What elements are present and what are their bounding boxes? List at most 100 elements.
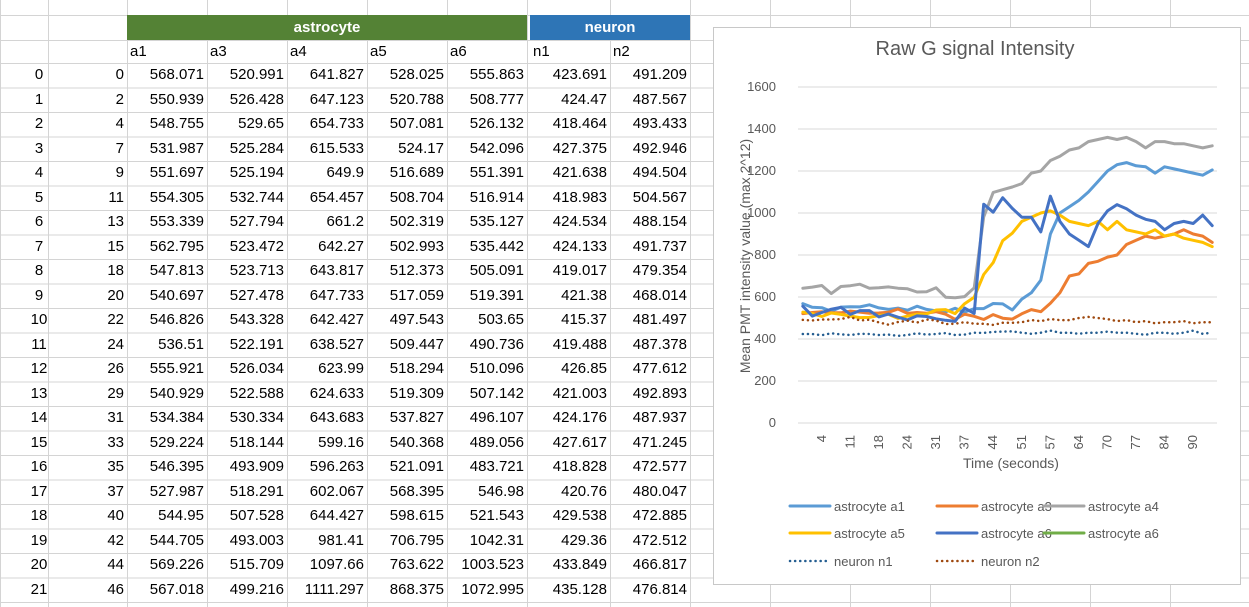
- value-cell: 418.983: [552, 188, 607, 206]
- time-cell: 24: [107, 335, 124, 353]
- value-cell: 429.36: [561, 531, 607, 549]
- value-cell: 624.633: [309, 384, 364, 402]
- value-cell: 515.709: [229, 556, 284, 573]
- y-tick-label: 200: [754, 373, 776, 388]
- value-cell: 602.067: [309, 482, 364, 500]
- value-cell: 472.577: [632, 458, 687, 475]
- time-cell: 13: [107, 213, 124, 230]
- legend-label: neuron n2: [981, 554, 1040, 569]
- value-cell: 488.154: [632, 213, 687, 230]
- row-index: 1: [34, 90, 44, 108]
- value-cell: 643.817: [309, 262, 364, 279]
- value-cell: 426.85: [561, 360, 607, 377]
- value-cell: 521.091: [389, 458, 444, 475]
- value-cell: 471.245: [632, 433, 687, 451]
- value-cell: 525.194: [229, 164, 284, 181]
- row-index: 10: [30, 311, 48, 328]
- value-cell: 424.47: [561, 90, 607, 108]
- value-cell: 647.123: [309, 90, 364, 108]
- legend-label: astrocyte a5: [834, 526, 905, 541]
- time-cell: 37: [107, 482, 124, 500]
- value-cell: 487.937: [632, 409, 687, 426]
- value-cell: 510.096: [469, 360, 524, 377]
- time-cell: 15: [107, 237, 124, 255]
- value-cell: 492.946: [632, 139, 687, 157]
- value-cell: 472.512: [632, 531, 687, 549]
- value-cell: 868.375: [389, 580, 444, 598]
- value-cell: 548.755: [149, 115, 204, 132]
- x-axis-label: Time (seconds): [963, 455, 1059, 471]
- value-cell: 569.226: [149, 556, 204, 573]
- group-header: neuron: [530, 15, 690, 40]
- value-cell: 523.472: [229, 237, 284, 255]
- value-cell: 544.95: [158, 507, 204, 524]
- value-cell: 480.047: [632, 482, 687, 500]
- row-index: 19: [30, 531, 48, 549]
- value-cell: 544.705: [149, 531, 204, 549]
- legend-label: neuron n1: [834, 554, 893, 569]
- value-cell: 476.814: [632, 580, 687, 598]
- time-cell: 48: [48, 602, 127, 607]
- series-line: [801, 135, 1214, 300]
- value-cell: 499.216: [229, 580, 284, 598]
- value-cell: 508.704: [389, 188, 444, 206]
- x-tick-label: 51: [1014, 435, 1029, 449]
- chart-container[interactable]: Raw G signal Intensity Time (seconds) Me…: [713, 27, 1241, 585]
- time-cell: 35: [107, 458, 124, 475]
- value-cell: 424.133: [552, 237, 607, 255]
- value-cell: 415.37: [561, 311, 607, 328]
- time-cell: 4: [115, 115, 124, 132]
- value-cell: 542.096: [469, 139, 524, 157]
- value-cell: 492.893: [632, 384, 687, 402]
- value-cell: 507.142: [469, 384, 524, 402]
- value-cell: 507.528: [229, 507, 284, 524]
- row-index: 7: [34, 237, 44, 255]
- value-cell: 505.091: [469, 262, 524, 279]
- value-cell: 524.17: [398, 139, 444, 157]
- value-cell: 491.209: [632, 66, 687, 83]
- series-line: [801, 209, 1214, 320]
- row-index: 16: [30, 458, 48, 475]
- value-cell: 903.998: [367, 602, 447, 607]
- column-header: a3: [210, 43, 227, 60]
- value-cell: 531.987: [149, 139, 204, 157]
- value-cell: 487.378: [632, 335, 687, 353]
- value-cell: 493.909: [229, 458, 284, 475]
- value-cell: 419.488: [552, 335, 607, 353]
- row-index: 20: [30, 556, 48, 573]
- row-index: 17: [30, 482, 48, 500]
- row-index: 9: [34, 286, 44, 304]
- value-cell: 529.65: [238, 115, 284, 132]
- value-cell: 479.354: [632, 262, 687, 279]
- value-cell: 525.284: [229, 139, 284, 157]
- value-cell: 527.794: [229, 213, 284, 230]
- value-cell: 429.538: [552, 507, 607, 524]
- value-cell: 419.017: [552, 262, 607, 279]
- value-cell: 516.914: [469, 188, 524, 206]
- time-cell: 46: [107, 580, 124, 598]
- value-cell: 535.127: [469, 213, 524, 230]
- value-cell: 536.51: [158, 335, 204, 353]
- value-cell: 418.464: [552, 115, 607, 132]
- time-cell: 9: [115, 164, 124, 181]
- value-cell: 1042.31: [469, 531, 524, 549]
- row-index: 5: [34, 188, 44, 206]
- value-cell: 489.056: [469, 433, 524, 451]
- column-header: a4: [290, 43, 307, 60]
- value-cell: 763.622: [389, 556, 444, 573]
- value-cell: 568.395: [389, 482, 444, 500]
- y-axis-label: Mean PMT intensity value (max 2^12): [737, 139, 753, 373]
- time-cell: 40: [107, 507, 124, 524]
- value-cell: 546.98: [478, 482, 524, 500]
- value-cell: 477.612: [632, 360, 687, 377]
- value-cell: 647.733: [309, 286, 364, 304]
- value-cell: 436.125: [530, 602, 610, 607]
- row-index: 3: [34, 139, 44, 157]
- value-cell: 1097.66: [309, 556, 364, 573]
- value-cell: 518.291: [229, 482, 284, 500]
- value-cell: 424.534: [552, 213, 607, 230]
- value-cell: 427.375: [552, 139, 607, 157]
- value-cell: 644.427: [309, 507, 364, 524]
